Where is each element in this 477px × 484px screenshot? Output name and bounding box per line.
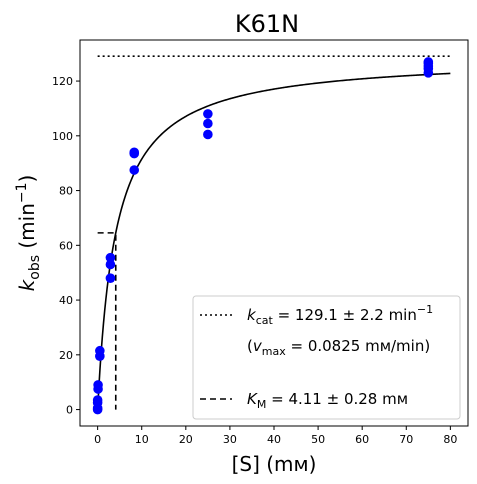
legend: kcat = 129.1 ± 2.2 min−1 (vmax = 0.0825 … — [192, 295, 461, 420]
x-tick-label: 60 — [355, 433, 369, 446]
data-point — [105, 252, 116, 263]
y-tick-label: 60 — [59, 239, 73, 252]
x-axis-ticks: 0 10 20 30 40 50 60 70 80 — [94, 426, 457, 446]
data-point — [203, 118, 213, 129]
legend-box — [192, 295, 461, 420]
data-point — [203, 109, 213, 119]
data-point — [92, 395, 103, 405]
y-tick-label: 20 — [59, 349, 73, 362]
data-points — [92, 57, 434, 415]
x-axis-label-text: [S] (mᴍ) — [232, 452, 317, 476]
data-point — [423, 57, 434, 67]
data-point — [129, 147, 140, 158]
y-axis-label: kobs (min−1) — [14, 175, 43, 292]
km-line — [97, 232, 117, 410]
y-tick-label: 100 — [52, 130, 73, 143]
y-tick-label: 80 — [59, 185, 73, 198]
data-point — [105, 259, 116, 270]
y-tick-label: 0 — [66, 404, 73, 417]
x-tick-label: 0 — [94, 433, 101, 446]
legend-vmax-label: (vmax = 0.0825 mᴍ/min) — [247, 337, 430, 358]
y-axis-ticks: 0 20 40 60 80 100 120 — [52, 75, 80, 417]
x-tick-label: 40 — [267, 433, 281, 446]
x-tick-label: 30 — [223, 433, 237, 446]
x-tick-label: 80 — [443, 433, 457, 446]
y-tick-label: 40 — [59, 294, 73, 307]
x-tick-label: 70 — [399, 433, 413, 446]
data-point — [93, 380, 103, 390]
fit-curve — [96, 72, 451, 410]
data-point — [95, 345, 105, 356]
legend-kcat-label: kcat = 129.1 ± 2.2 min−1 — [247, 303, 433, 327]
x-tick-label: 10 — [135, 433, 149, 446]
x-tick-label: 50 — [311, 433, 325, 446]
chart-title: K61N — [235, 10, 299, 38]
data-point — [129, 165, 140, 175]
data-point — [105, 273, 116, 283]
data-point — [203, 129, 213, 140]
y-tick-label: 120 — [52, 75, 73, 88]
y-axis-label-text: kobs (min−1) — [14, 175, 43, 292]
x-tick-label: 20 — [179, 433, 193, 446]
legend-km-label: KM = 4.11 ± 0.28 mᴍ — [247, 390, 408, 411]
x-axis-label: [S] (mᴍ) — [232, 452, 317, 476]
